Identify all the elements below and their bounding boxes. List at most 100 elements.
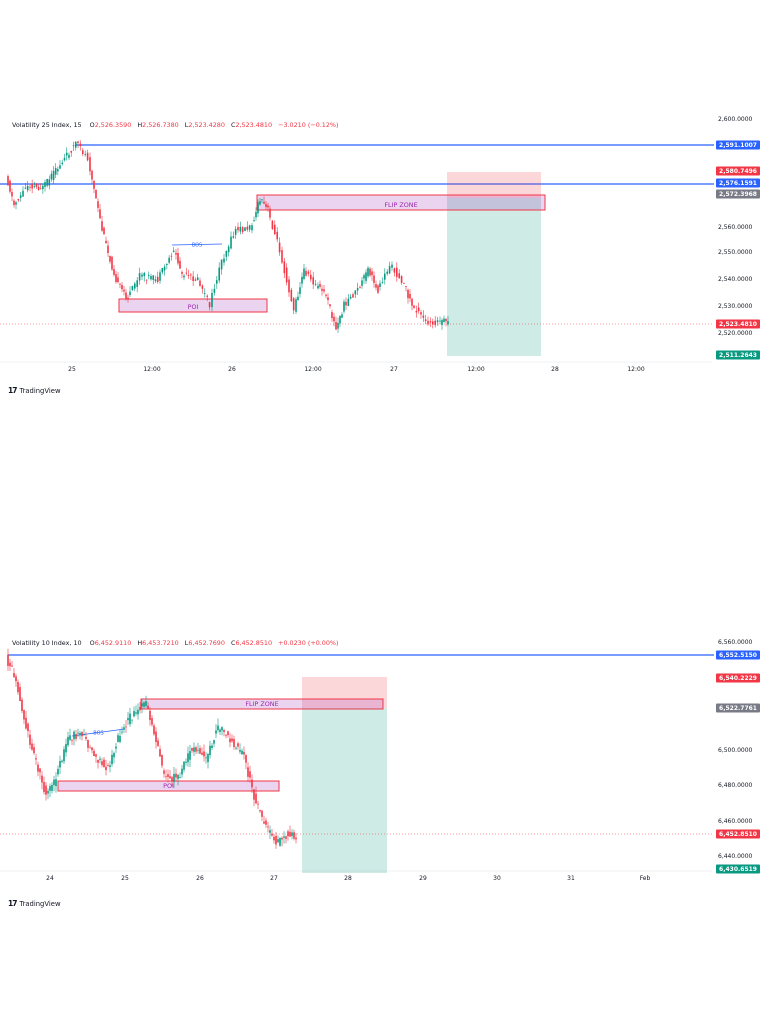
chart-panel-v10[interactable]: Volatility 10 Index, 10 O6,452.9110 H6,4…: [0, 628, 768, 913]
chart-canvas-v10[interactable]: 6,560.0000 6,500.0000 6,480.0000 6,460.0000…: [0, 628, 768, 893]
candle-body: [41, 775, 43, 783]
candle-body: [375, 284, 377, 288]
candle-body: [24, 187, 27, 189]
poi-label: POI: [163, 782, 174, 790]
candle-body: [245, 755, 247, 763]
price-tick-label: 2,540.0000: [718, 276, 753, 283]
candle-body: [197, 749, 199, 751]
candle-body: [79, 143, 82, 147]
take-profit-zone: [302, 708, 387, 873]
candle-body: [183, 275, 185, 278]
price-tick-label: 2,520.0000: [718, 330, 753, 337]
candle-body: [172, 250, 175, 253]
flip-zone-box: [256, 194, 546, 211]
candle-body: [285, 836, 287, 839]
candle-body: [170, 255, 173, 257]
tradingview-logo: 17 TradingView: [8, 386, 61, 395]
change-value: +0.0230 (+0.00%): [278, 639, 339, 647]
candle-body: [136, 280, 138, 287]
candle-body: [131, 719, 133, 721]
candle-body: [161, 268, 164, 273]
candle-body: [232, 236, 235, 238]
candle-body: [99, 209, 101, 219]
candle-body: [208, 302, 211, 308]
time-tick-label: 12:00: [467, 366, 484, 373]
chart-canvas-v25[interactable]: 2,600.00002,570.00002,560.00002,550.0000…: [0, 110, 768, 380]
candle-body: [101, 761, 103, 765]
candle-body: [409, 293, 411, 299]
candle-body: [265, 203, 267, 207]
candle-body: [47, 790, 49, 794]
candle-body: [95, 189, 97, 199]
candle-body: [168, 257, 170, 263]
candle-body: [129, 713, 131, 725]
candle-body: [179, 260, 181, 269]
price-tick-label: 6,480.0000: [718, 782, 753, 789]
candle-body: [249, 771, 251, 778]
candle-body: [169, 776, 171, 779]
candle-body: [255, 211, 257, 218]
candle-body: [207, 754, 209, 763]
candle-body: [213, 288, 216, 293]
candle-body: [369, 268, 371, 276]
candle-body: [363, 275, 365, 279]
candle-body: [103, 227, 105, 235]
candle-body: [341, 314, 343, 318]
candle-body: [103, 759, 105, 768]
flip-zone-label: FLIP ZONE: [245, 700, 278, 708]
price-tag-label: 2,511.2643: [719, 352, 757, 359]
candle-body: [403, 283, 405, 284]
candle-body: [229, 738, 231, 743]
candle-body: [61, 760, 63, 762]
candle-body: [185, 272, 188, 274]
candle-body: [31, 184, 33, 189]
take-profit-zone: [447, 198, 541, 356]
low-value: 6,452.7690: [188, 639, 225, 647]
candle-body: [9, 180, 11, 192]
poi-box: [118, 298, 268, 313]
candle-body: [365, 272, 367, 281]
candle-body: [123, 289, 125, 292]
candle-body: [72, 145, 75, 147]
candle-body: [237, 227, 239, 231]
candle-body: [73, 731, 75, 740]
candle-body: [13, 200, 15, 206]
candle-body: [307, 271, 310, 274]
time-tick-label: 12:00: [627, 366, 644, 373]
candle-body: [273, 836, 275, 841]
candle-body: [361, 280, 363, 286]
candle-body: [227, 731, 229, 736]
candle-body: [223, 730, 225, 733]
candle-body: [269, 830, 271, 833]
candle-body: [107, 765, 109, 766]
candle-body: [61, 162, 64, 164]
candle-body: [167, 774, 169, 777]
candle-body: [267, 205, 269, 208]
candle-body: [95, 754, 97, 757]
candle-body: [293, 832, 295, 839]
candle-body: [107, 245, 109, 253]
candle-body: [150, 276, 152, 280]
stop-loss-zone: [447, 172, 541, 198]
chart-panel-v25[interactable]: Volatility 25 Index, 15 O2,526.3590 H2,5…: [0, 110, 768, 400]
candle-body: [115, 746, 117, 749]
candle-body: [331, 312, 333, 319]
candle-body: [205, 757, 207, 759]
candle-body: [31, 743, 33, 750]
candle-body: [74, 141, 77, 148]
candle-body: [215, 730, 217, 734]
candle-body: [384, 273, 386, 280]
candle-body: [138, 272, 141, 281]
candle-body: [257, 803, 259, 805]
candle-body: [201, 752, 203, 755]
candle-body: [97, 759, 99, 763]
tradingview-icon: 17: [8, 386, 17, 395]
candle-body: [131, 285, 134, 290]
price-tag: [716, 673, 760, 683]
time-tick-label: 12:00: [304, 366, 321, 373]
candle-body: [93, 180, 95, 189]
price-tick-label: 6,440.0000: [718, 853, 753, 860]
candle-body: [259, 810, 261, 812]
candle-body: [187, 275, 190, 276]
time-tick-label: 12:00: [143, 366, 160, 373]
